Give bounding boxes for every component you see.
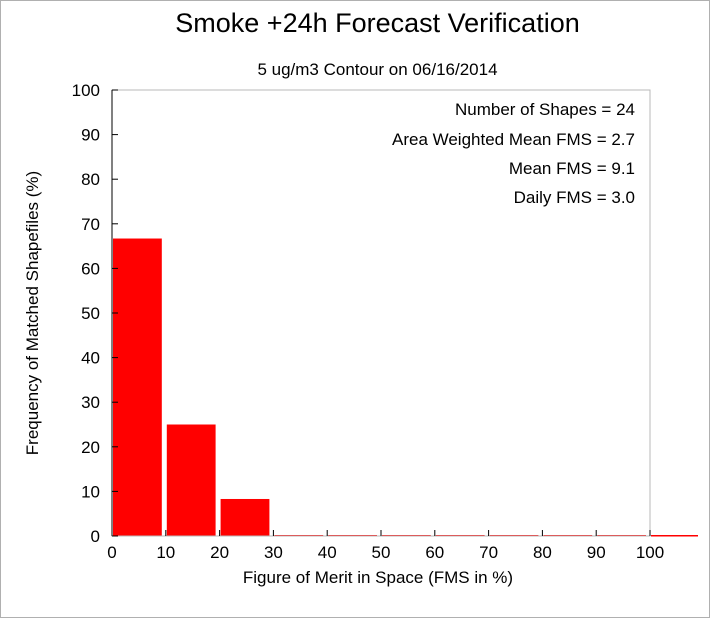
stat-daily-fms: Daily FMS = 3.0 — [513, 188, 635, 207]
y-axis-label: Frequency of Matched Shapefiles (%) — [23, 170, 42, 456]
y-tick-label: 20 — [81, 438, 100, 457]
chart-title: Smoke +24h Forecast Verification — [175, 8, 580, 38]
x-axis-label: Figure of Merit in Space (FMS in %) — [242, 568, 514, 587]
y-tick-label: 0 — [91, 527, 100, 546]
y-tick-label: 40 — [81, 349, 100, 368]
histogram-bar — [220, 498, 270, 536]
stat-number-of-shapes: Number of Shapes = 24 — [454, 100, 635, 119]
x-tick-label: 60 — [425, 543, 444, 562]
chart-subtitle: 5 ug/m3 Contour on 06/16/2014 — [257, 60, 498, 79]
y-tick-label: 60 — [81, 259, 100, 278]
x-tick-label: 20 — [210, 543, 229, 562]
x-tick-label: 10 — [156, 543, 175, 562]
x-tick-label: 50 — [372, 543, 391, 562]
x-tick-label: 90 — [587, 543, 606, 562]
y-tick-label: 50 — [81, 304, 100, 323]
stat-mean-fms: Mean FMS = 9.1 — [508, 159, 635, 178]
x-tick-label: 100 — [636, 543, 664, 562]
x-tick-label: 40 — [318, 543, 337, 562]
stat-area-weighted-mean-fms: Area Weighted Mean FMS = 2.7 — [391, 130, 635, 149]
y-tick-label: 100 — [72, 81, 100, 100]
y-tick-label: 70 — [81, 215, 100, 234]
y-axis-ticks: 0 10 20 30 40 50 60 70 80 90 100 — [72, 81, 118, 546]
x-tick-label: 30 — [264, 543, 283, 562]
x-tick-label: 0 — [107, 543, 116, 562]
histogram-bar — [651, 535, 698, 537]
y-tick-label: 30 — [81, 393, 100, 412]
bar-group — [113, 238, 698, 537]
y-tick-label: 10 — [81, 482, 100, 501]
y-tick-label: 80 — [81, 170, 100, 189]
x-tick-label: 70 — [479, 543, 498, 562]
histogram-bar — [113, 238, 162, 536]
x-tick-label: 80 — [533, 543, 552, 562]
y-tick-label: 90 — [81, 126, 100, 145]
histogram-bar — [166, 424, 216, 536]
x-axis-ticks: 0 10 20 30 40 50 60 70 80 90 100 — [107, 530, 664, 562]
